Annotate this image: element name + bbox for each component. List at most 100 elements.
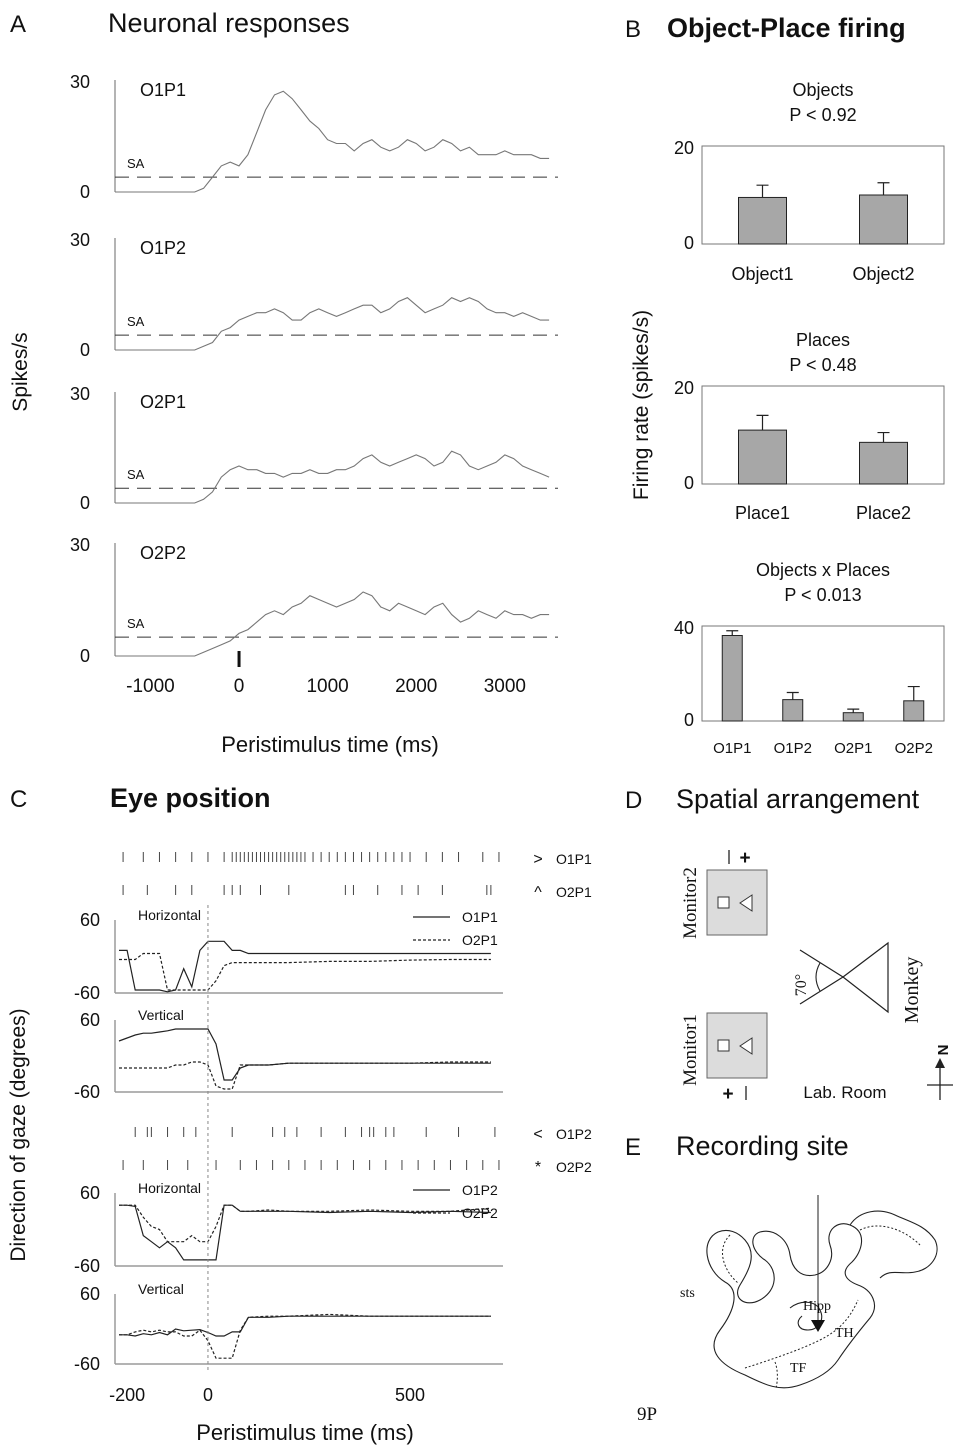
y-tick-zero-o1p2: 0	[80, 340, 90, 360]
panel-c-ylabel: Direction of gaze (degrees)	[7, 1008, 30, 1261]
y-tick-zero-o2p1: 0	[80, 493, 90, 513]
bar-y-tick-max: 20	[674, 378, 694, 398]
bar-chart-title: Objects	[792, 80, 853, 100]
bar-category-label: O1P2	[774, 740, 812, 757]
monitor1-square-icon	[717, 1039, 730, 1052]
series-label-o2p2: O2P2	[140, 543, 186, 563]
x-tick-label: -1000	[126, 676, 175, 697]
eye-row-label: Horizontal	[138, 907, 201, 923]
bar-y-tick-max: 40	[674, 618, 694, 638]
raster-label: O1P1	[556, 851, 592, 867]
gaze-trace-o2p1	[119, 952, 491, 991]
bar-category-label: Object1	[731, 264, 793, 284]
panel-a-neuronal-responses: 30 0 O1P1 SA 30 0 O1P2 SA 30 0 O2P1 SA 30 0 O2P2 SA -100…	[70, 72, 558, 697]
monitor2-plus-label: +	[739, 848, 750, 869]
gaze-trace-o1p1	[119, 940, 491, 993]
brain-right-lobe	[849, 1210, 938, 1279]
response-trace-o2p2	[115, 591, 550, 657]
eye-y-tick-min: -60	[74, 1256, 100, 1276]
error-bar-o2p2	[907, 685, 920, 701]
x-tick-label: 2000	[395, 676, 437, 697]
y-tick-max-o1p2: 30	[70, 230, 90, 250]
bar-o1p2	[782, 699, 804, 722]
y-tick-max-o2p1: 30	[70, 384, 90, 404]
monitor2-label: Monitor2	[680, 867, 701, 939]
bar-y-tick-max: 20	[674, 138, 694, 158]
bar-category-label: Place2	[856, 503, 911, 523]
bar-category-label: O1P1	[713, 740, 751, 757]
lab-room-label: Lab. Room	[803, 1083, 886, 1102]
panel-a-title: Neuronal responses	[108, 8, 350, 38]
series-label-o1p2: O1P2	[140, 238, 186, 258]
y-tick-zero-o2p2: 0	[80, 646, 90, 666]
eye-x-tick-label: 500	[395, 1385, 425, 1405]
bar-place2	[859, 441, 908, 485]
panel-d-letter: D	[625, 787, 642, 814]
bar-category-label: O2P2	[895, 740, 933, 757]
error-bar-o1p1	[726, 630, 739, 636]
north-arrow-icon	[935, 1058, 945, 1068]
label-sts: sts	[680, 1286, 695, 1301]
x-tick-label: 0	[234, 676, 245, 697]
eye-y-tick-max: 60	[80, 910, 100, 930]
bar-chart-p-value: P < 0.013	[784, 585, 861, 605]
raster-symbol: *	[535, 1159, 541, 1176]
brain-dotted-boundary	[722, 1225, 921, 1369]
label-th: TH	[835, 1326, 854, 1341]
response-trace-o1p1	[115, 90, 550, 193]
panel-d-title: Spatial arrangement	[676, 784, 920, 814]
response-trace-o1p2	[115, 297, 550, 351]
bar-place1	[738, 429, 787, 485]
eye-row-label: Vertical	[138, 1281, 184, 1297]
bar-category-label: Place1	[735, 503, 790, 523]
y-tick-zero-o1p1: 0	[80, 182, 90, 202]
bar-chart-frame-2	[701, 385, 945, 485]
panel-e-title: Recording site	[676, 1131, 849, 1161]
bar-category-label: Object2	[852, 264, 914, 284]
panel-e-letter: E	[625, 1134, 641, 1161]
gaze-trace-o2p2	[119, 1313, 491, 1359]
panel-a-xlabel: Peristimulus time (ms)	[221, 732, 439, 757]
bar-object1	[738, 196, 787, 245]
eye-y-tick-max: 60	[80, 1183, 100, 1203]
monitor2-square-icon	[717, 896, 730, 909]
label-hipp: Hipp	[803, 1299, 831, 1314]
north-label: N	[935, 1045, 952, 1056]
eye-x-tick-label: 0	[203, 1385, 213, 1405]
bar-y-tick-zero: 0	[684, 473, 694, 493]
gaze-trace-o1p2	[119, 1204, 491, 1261]
eye-row-label: Horizontal	[138, 1180, 201, 1196]
panel-b-title: Object-Place firing	[667, 13, 906, 43]
monitor2-triangle-icon	[739, 894, 753, 912]
eye-y-tick-max: 60	[80, 1284, 100, 1304]
gaze-trace-o1p2	[119, 1315, 491, 1337]
sa-label-o2p2: SA	[127, 616, 145, 631]
gaze-trace-o2p2	[119, 1204, 491, 1243]
bar-o1p1	[721, 635, 743, 722]
eye-y-tick-max: 60	[80, 1010, 100, 1030]
legend-label: O2P1	[462, 932, 498, 948]
view-angle-label: 70°	[793, 974, 810, 996]
raster-label: O2P2	[556, 1159, 592, 1175]
gaze-trace-o1p2	[118, 1028, 491, 1081]
brain-tf-boundary	[774, 1361, 778, 1389]
response-trace-o2p1	[115, 450, 550, 504]
monitor1-label: Monitor1	[680, 1014, 701, 1086]
sa-label-o1p2: SA	[127, 314, 145, 329]
raster-label: O2P1	[556, 884, 592, 900]
bar-object2	[859, 194, 908, 245]
bar-chart-frame-3	[701, 625, 945, 722]
panel-a-ylabel: Spikes/s	[9, 332, 32, 411]
y-tick-max-o1p1: 30	[70, 72, 90, 92]
monkey-label: Monkey	[901, 957, 923, 1024]
panel-a-letter: A	[10, 11, 26, 38]
y-tick-max-o2p2: 30	[70, 535, 90, 555]
panel-e-recording-site: sts Hipp TH TF 9P	[637, 1195, 938, 1425]
error-bar-o1p2	[786, 691, 799, 700]
eye-row-label: Vertical	[138, 1007, 184, 1023]
legend-label: O1P2	[462, 1182, 498, 1198]
monitor1-box	[706, 1012, 768, 1079]
series-label-o1p1: O1P1	[140, 80, 186, 100]
raster-symbol: >	[533, 851, 542, 868]
eye-x-tick-label: -200	[109, 1385, 145, 1405]
